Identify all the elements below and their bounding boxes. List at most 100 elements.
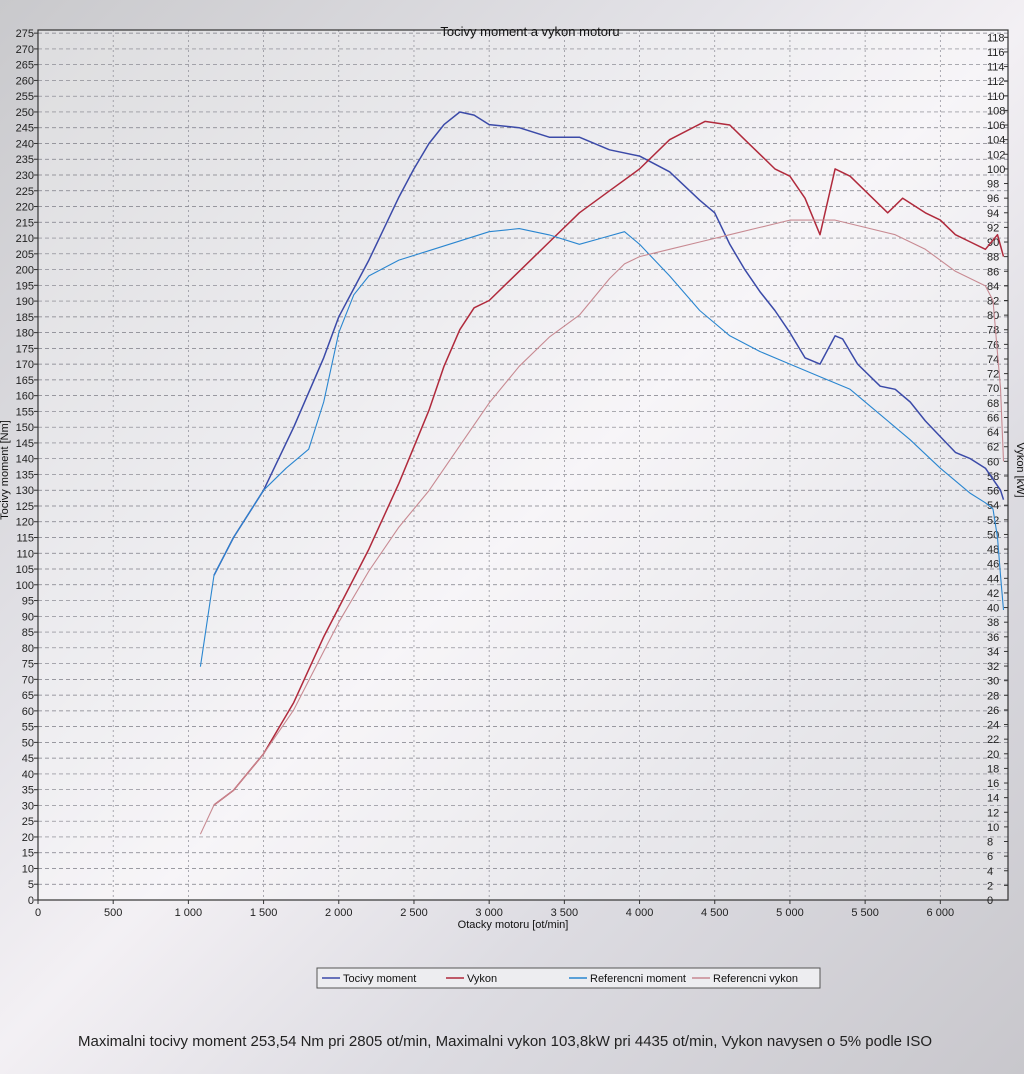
y2-tick-label: 26 (987, 705, 999, 717)
y-tick-label: 70 (22, 674, 34, 686)
y2-tick-label: 52 (987, 515, 999, 527)
x-tick-label: 4 000 (626, 907, 654, 919)
y2-tick-label: 36 (987, 632, 999, 644)
y-tick-label: 15 (22, 848, 34, 860)
y2-tick-label: 92 (987, 222, 999, 234)
y-tick-label: 165 (16, 375, 34, 387)
y-tick-label: 25 (22, 816, 34, 828)
x-tick-label: 5 000 (776, 907, 804, 919)
y2-tick-label: 98 (987, 179, 999, 191)
y2-tick-label: 32 (987, 661, 999, 673)
y2-tick-label: 18 (987, 763, 999, 775)
y2-tick-label: 8 (987, 837, 993, 849)
y2-tick-label: 114 (987, 62, 1005, 74)
y-tick-label: 175 (16, 343, 34, 355)
x-tick-label: 4 500 (701, 907, 729, 919)
y-tick-label: 245 (16, 123, 34, 135)
y-tick-label: 110 (16, 548, 34, 560)
y-tick-label: 210 (16, 233, 34, 245)
x-tick-label: 3 000 (475, 907, 503, 919)
y-tick-label: 265 (16, 60, 34, 72)
y-tick-label: 215 (16, 217, 34, 229)
y2-tick-label: 86 (987, 266, 999, 278)
series-lines (199, 111, 1005, 835)
legend-label-2: Vykon (467, 973, 497, 985)
y-tick-label: 80 (22, 643, 34, 655)
y-tick-label: 150 (16, 422, 34, 434)
y2-tick-label: 22 (987, 734, 999, 746)
y-tick-label: 250 (16, 107, 34, 119)
summary-text: Maximalni tocivy moment 253,54 Nm pri 28… (78, 1033, 932, 1050)
y2-tick-label: 14 (987, 793, 999, 805)
legend-label-4: Referencni vykon (713, 973, 798, 985)
y2-tick-label: 110 (987, 91, 1005, 103)
x-tick-label: 2 500 (400, 907, 428, 919)
legend-label-3: Referencni moment (590, 973, 686, 985)
y2-tick-label: 44 (987, 573, 999, 585)
y2-axis-label: Vykon [kW] (1014, 442, 1024, 497)
y2-tick-label: 68 (987, 398, 999, 410)
y-tick-label: 100 (16, 580, 34, 592)
y2-tick-label: 16 (987, 778, 999, 790)
y2-tick-label: 84 (987, 281, 999, 293)
y-tick-label: 160 (16, 391, 34, 403)
y-tick-label: 130 (16, 485, 34, 497)
y2-tick-label: 48 (987, 544, 999, 556)
y2-tick-label: 56 (987, 486, 999, 498)
legend-box (316, 967, 821, 989)
y2-tick-label: 64 (987, 427, 999, 439)
y2-tick-label: 12 (987, 807, 999, 819)
x-tick-label: 5 500 (851, 907, 879, 919)
y2-tick-label: 62 (987, 442, 999, 454)
y-tick-label: 120 (16, 517, 34, 529)
axes (37, 29, 1009, 901)
y-tick-label: 115 (16, 533, 34, 545)
series-line-2 (213, 120, 1005, 806)
y-tick-label: 45 (22, 753, 34, 765)
y-axis-label: Tocivy moment [Nm] (0, 420, 11, 520)
y2-axis-ticks: 0246810121416182022242628303234363840424… (987, 32, 1008, 907)
y2-tick-label: 24 (987, 720, 999, 732)
y2-tick-label: 34 (987, 646, 999, 658)
y2-tick-label: 106 (987, 120, 1005, 132)
y-tick-label: 195 (16, 280, 34, 292)
y2-tick-label: 4 (987, 866, 993, 878)
legend: Tocivy moment Vykon Referencni moment Refer… (316, 967, 821, 989)
y-tick-label: 225 (16, 186, 34, 198)
y2-tick-label: 102 (987, 149, 1005, 161)
y2-tick-label: 74 (987, 354, 999, 366)
x-axis-label: Otacky motoru [ot/min] (458, 919, 569, 931)
y2-tick-label: 38 (987, 617, 999, 629)
y2-tick-label: 108 (987, 105, 1005, 117)
y-tick-label: 185 (16, 312, 34, 324)
y-axis-ticks: 0 5 10 15 20 25 30 35 40 45 50 55 60 65 70 75 80 85 90 95 10… (16, 28, 38, 907)
y-tick-label: 230 (16, 170, 34, 182)
series-line-1 (213, 111, 1005, 576)
y2-tick-label: 118 (987, 32, 1005, 44)
y2-tick-label: 30 (987, 676, 999, 688)
y2-tick-label: 66 (987, 412, 999, 424)
y2-tick-label: 78 (987, 325, 999, 337)
chart-title: Tocivy moment a vykon motoru (440, 24, 619, 39)
y2-tick-label: 2 (987, 880, 993, 892)
y-tick-label: 5 (28, 879, 34, 891)
x-axis-ticks: 0 500 1 000 1 500 2 000 2 500 3 000 3 500 4 000 4… (35, 900, 954, 919)
x-tick-label: 3 500 (551, 907, 579, 919)
grid-lines (38, 30, 1008, 900)
y2-tick-label: 28 (987, 690, 999, 702)
y-tick-label: 260 (16, 75, 34, 87)
y-tick-label: 65 (22, 690, 34, 702)
x-tick-label: 2 000 (325, 907, 353, 919)
y2-tick-label: 88 (987, 252, 999, 264)
y-tick-label: 180 (16, 328, 34, 340)
y-tick-label: 10 (22, 863, 34, 875)
y-tick-label: 20 (22, 832, 34, 844)
y-tick-label: 30 (22, 800, 34, 812)
y2-tick-label: 20 (987, 749, 999, 761)
y-tick-label: 235 (16, 154, 34, 166)
y-tick-label: 105 (16, 564, 34, 576)
y2-tick-label: 60 (987, 456, 999, 468)
y-tick-label: 275 (16, 28, 34, 40)
y-tick-label: 75 (22, 659, 34, 671)
y-tick-label: 140 (16, 454, 34, 466)
